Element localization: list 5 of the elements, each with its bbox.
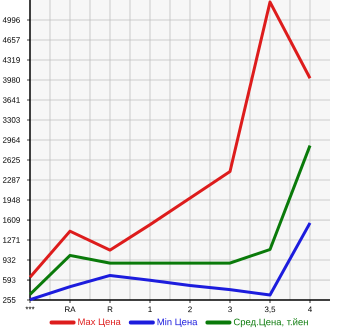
line-series: [28, 221, 312, 302]
line-series: [28, 0, 312, 279]
legend-label: Min Цена: [158, 318, 198, 328]
legend-label: Max Цена: [78, 318, 121, 327]
legend-label: Сред.Цена, т.йен: [234, 318, 308, 328]
